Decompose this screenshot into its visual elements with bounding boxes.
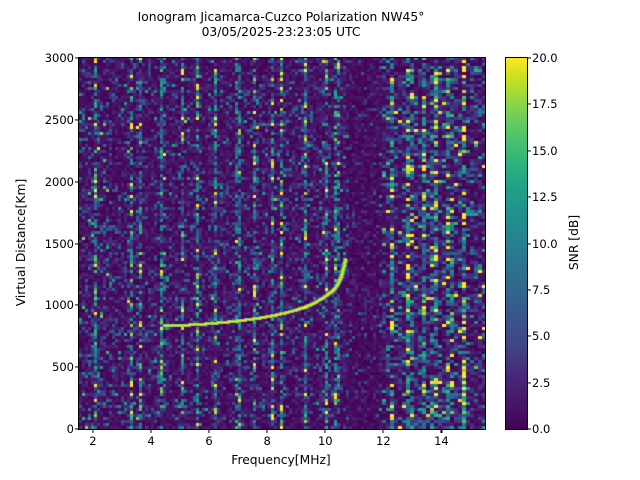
x-tick-label: 4 bbox=[147, 434, 155, 448]
x-tick-label: 8 bbox=[263, 434, 271, 448]
y-axis-label: Virtual Distance[Km] bbox=[14, 178, 28, 307]
x-axis-label: Frequency[MHz] bbox=[231, 453, 331, 467]
y-tick-label: 2000 bbox=[44, 174, 74, 189]
colorbar-tick-mark bbox=[527, 196, 531, 198]
plot-axes: 0 500 1000 1500 2000 2500 3000 2 4 6 8 10 12 14 bbox=[45, 51, 486, 448]
colorbar-tick-mark bbox=[527, 150, 531, 152]
title-line-2: 03/05/2025-23:23:05 UTC bbox=[201, 25, 361, 39]
colorbar-tick-label: 2.5 bbox=[532, 375, 551, 390]
x-tick-mark bbox=[92, 429, 94, 433]
x-tick-mark bbox=[266, 429, 268, 433]
colorbar-tick-label: 7.5 bbox=[532, 282, 551, 297]
x-tick-label: 10 bbox=[317, 434, 333, 448]
colorbar-tick-mark bbox=[527, 428, 531, 430]
colorbar-tick-label: 10.0 bbox=[532, 236, 558, 251]
y-tick-mark bbox=[75, 119, 79, 121]
y-tick-mark bbox=[75, 242, 79, 245]
y-tick-mark bbox=[75, 181, 79, 183]
page-title: Ionogram Jicamarca-Cuzco Polarization NW… bbox=[78, 10, 484, 40]
colorbar-tick-mark bbox=[527, 103, 531, 105]
y-tick-mark bbox=[75, 428, 79, 430]
y-tick-label: 1000 bbox=[44, 298, 74, 313]
colorbar-tick-label: 15.0 bbox=[532, 143, 558, 158]
colorbar-gradient: 0.0 2.5 5.0 7.5 10.0 12.5 15.0 17.5 20.0 bbox=[505, 51, 558, 436]
y-tick-label: 3000 bbox=[44, 51, 74, 65]
x-tick-label: 6 bbox=[205, 434, 213, 448]
colorbar-tick-label: 5.0 bbox=[532, 329, 551, 344]
y-tick-mark bbox=[75, 57, 79, 59]
y-tick-mark bbox=[75, 366, 79, 368]
y-tick-label: 2500 bbox=[44, 112, 74, 127]
x-tick-label: 2 bbox=[89, 434, 97, 448]
colorbar-tick-label: 12.5 bbox=[532, 190, 558, 205]
colorbar-tick-mark bbox=[527, 382, 531, 384]
colorbar-tick-mark bbox=[527, 242, 531, 245]
colorbar-tick-label: 20.0 bbox=[532, 51, 558, 65]
y-tick-label: 0 bbox=[66, 422, 74, 436]
y-tick-label: 1500 bbox=[44, 236, 74, 251]
ionogram-heatmap bbox=[79, 58, 485, 429]
colorbar-tick-mark bbox=[527, 289, 531, 291]
x-tick-mark bbox=[324, 429, 326, 433]
x-tick-mark bbox=[382, 429, 384, 433]
x-tick-mark bbox=[440, 429, 442, 433]
y-tick-mark bbox=[75, 304, 79, 306]
colorbar-tick-label: 0.0 bbox=[532, 422, 551, 436]
title-line-1: Ionogram Jicamarca-Cuzco Polarization NW… bbox=[137, 10, 425, 24]
colorbar-tick-label: 17.5 bbox=[532, 97, 558, 112]
colorbar-tick-mark bbox=[527, 57, 531, 59]
x-tick-mark bbox=[208, 429, 210, 433]
x-tick-label: 14 bbox=[434, 434, 449, 448]
x-tick-mark bbox=[150, 429, 152, 433]
colorbar-tick-mark bbox=[527, 335, 531, 337]
y-tick-label: 500 bbox=[52, 360, 74, 375]
x-tick-label: 12 bbox=[376, 434, 391, 448]
colorbar-label: SNR [dB] bbox=[567, 214, 581, 271]
